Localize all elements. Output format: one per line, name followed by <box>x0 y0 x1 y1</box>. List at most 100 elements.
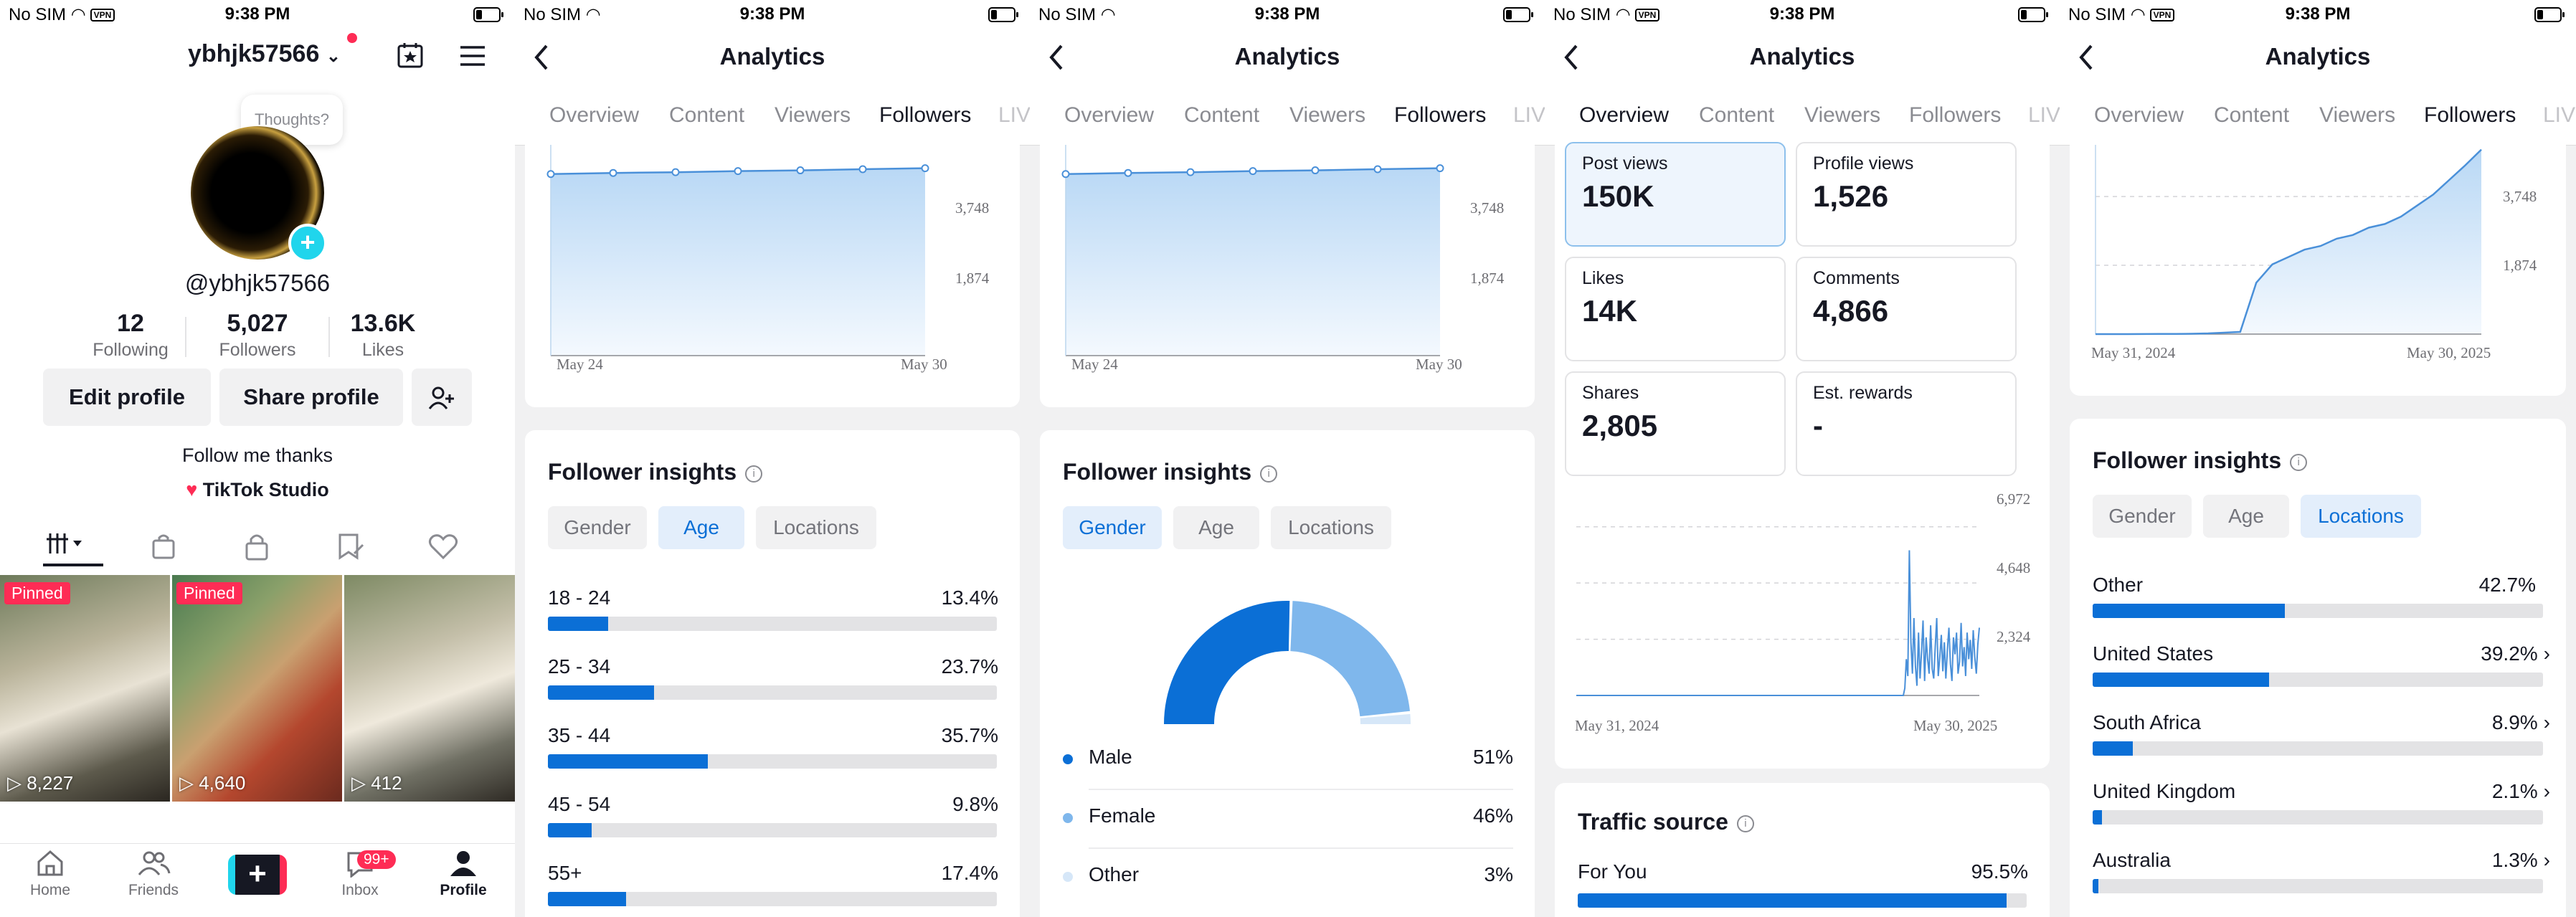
tab-viewers[interactable]: Viewers <box>2319 103 2396 127</box>
nav-friends[interactable]: Friends <box>110 851 196 899</box>
tab-overview[interactable]: Overview <box>2094 103 2184 127</box>
header-bg <box>1030 0 1545 145</box>
insight-row-value[interactable]: 39.2% › <box>2481 642 2550 665</box>
data-point[interactable] <box>1436 164 1444 173</box>
tab-content[interactable]: Content <box>1184 103 1260 127</box>
data-point[interactable] <box>796 166 805 175</box>
insight-row-bar <box>2093 604 2543 618</box>
tab-followers[interactable]: Followers <box>2424 103 2516 127</box>
data-point[interactable] <box>1249 167 1257 176</box>
edit-profile-button[interactable]: Edit profile <box>43 369 211 426</box>
donut-slice-male[interactable] <box>1164 601 1290 724</box>
add-avatar-plus-icon[interactable]: + <box>288 224 327 262</box>
back-button[interactable] <box>2074 40 2100 75</box>
insight-row-bar <box>548 823 997 837</box>
metric-card-comments[interactable]: Comments 4,866 <box>1796 257 2017 361</box>
share-profile-button[interactable]: Share profile <box>219 369 403 426</box>
video-thumbnail[interactable]: Pinned ▷ 8,227 <box>0 575 170 802</box>
insight-row-value[interactable]: 1.3% › <box>2492 849 2550 872</box>
data-point[interactable] <box>858 165 867 174</box>
metric-card-shares[interactable]: Shares 2,805 <box>1565 371 1786 476</box>
tab-overview[interactable]: Overview <box>549 103 640 127</box>
metric-value: - <box>1813 409 1823 442</box>
nav-home[interactable]: Home <box>7 850 93 899</box>
donut-slice-female[interactable] <box>1290 601 1411 717</box>
tab-overview[interactable]: Overview <box>1064 103 1155 127</box>
metric-card-post-views[interactable]: Post views 150K <box>1565 142 1786 247</box>
menu-icon[interactable] <box>459 44 486 67</box>
followers-count[interactable]: 5,027 <box>227 310 288 337</box>
tab-content[interactable]: Content <box>669 103 745 127</box>
info-icon[interactable]: i <box>1260 465 1278 483</box>
metric-card-likes[interactable]: Likes 14K <box>1565 257 1786 361</box>
back-button[interactable] <box>529 40 555 75</box>
insight-row-value[interactable]: 2.1% › <box>2492 780 2550 803</box>
video-thumbnail[interactable]: Pinned ▷ 4,640 <box>172 575 342 802</box>
chip-gender[interactable]: Gender <box>2093 495 2192 538</box>
data-point[interactable] <box>1061 170 1070 179</box>
chip-age[interactable]: Age <box>2203 495 2289 538</box>
info-icon[interactable]: i <box>1736 815 1754 832</box>
following-count[interactable]: 12 <box>117 310 144 337</box>
chip-age[interactable]: Age <box>1173 506 1259 549</box>
chip-locations[interactable]: Locations <box>2301 495 2421 538</box>
data-point[interactable] <box>671 168 680 176</box>
info-icon[interactable]: i <box>2290 454 2308 471</box>
create-post-button[interactable]: + <box>228 855 287 895</box>
followers-chart-card: 3,748 1,874 May 24 May 30 <box>1040 136 1535 407</box>
legend-divider <box>1089 847 1513 849</box>
metric-card-est-rewards[interactable]: Est. rewards - <box>1796 371 2017 476</box>
chip-locations[interactable]: Locations <box>1271 506 1391 549</box>
video-thumbnail[interactable]: ▷ 412 <box>344 575 515 802</box>
tab-live[interactable]: LIVE <box>998 103 1030 127</box>
lock-icon[interactable] <box>242 531 271 564</box>
saved-icon[interactable] <box>336 532 366 564</box>
nav-profile[interactable]: Profile <box>420 851 506 899</box>
insight-row-value: 17.4% <box>942 862 998 885</box>
tab-content[interactable]: Content <box>2214 103 2290 127</box>
shop-bag-icon[interactable] <box>149 532 178 564</box>
data-point[interactable] <box>921 164 929 173</box>
tab-overview[interactable]: Overview <box>1579 103 1670 127</box>
tab-videos[interactable] <box>43 531 103 566</box>
y-tick-label: 3,748 <box>955 199 990 217</box>
metric-card-profile-views[interactable]: Profile views 1,526 <box>1796 142 2017 247</box>
traffic-bar <box>1578 893 2027 908</box>
tab-viewers[interactable]: Viewers <box>1289 103 1366 127</box>
tab-viewers[interactable]: Viewers <box>1804 103 1881 127</box>
tab-live[interactable]: LIVE <box>1513 103 1545 127</box>
tiktok-studio-link[interactable]: ♥ TikTok Studio <box>0 479 515 501</box>
tab-followers[interactable]: Followers <box>879 103 972 127</box>
data-point[interactable] <box>609 168 617 177</box>
add-friend-button[interactable] <box>412 369 472 426</box>
chip-age[interactable]: Age <box>658 506 744 549</box>
data-point[interactable] <box>1186 168 1195 176</box>
insights-title: Follower insights i <box>548 459 763 485</box>
chip-locations[interactable]: Locations <box>756 506 876 549</box>
tab-live[interactable]: LIVE <box>2028 103 2060 127</box>
chevron-left-icon <box>2079 44 2093 70</box>
insight-row-value[interactable]: 8.9% › <box>2492 711 2550 734</box>
info-icon[interactable]: i <box>745 465 763 483</box>
chip-gender[interactable]: Gender <box>1063 506 1162 549</box>
tab-followers[interactable]: Followers <box>1909 103 2002 127</box>
data-point[interactable] <box>546 170 555 179</box>
chip-gender[interactable]: Gender <box>548 506 647 549</box>
likes-count[interactable]: 13.6K <box>350 310 416 337</box>
data-point[interactable] <box>734 167 742 176</box>
donut-slice-other[interactable] <box>1360 713 1411 724</box>
insight-row-bar <box>548 685 997 700</box>
tab-content[interactable]: Content <box>1699 103 1775 127</box>
back-button[interactable] <box>1559 40 1585 75</box>
liked-icon[interactable] <box>427 532 459 564</box>
tab-live[interactable]: LIVE <box>2543 103 2576 127</box>
calendar-star-icon[interactable] <box>397 42 424 69</box>
traffic-label: For You <box>1578 860 1647 883</box>
back-button[interactable] <box>1044 40 1070 75</box>
tab-viewers[interactable]: Viewers <box>775 103 851 127</box>
tab-followers[interactable]: Followers <box>1394 103 1487 127</box>
username-switcher[interactable]: ybhjk57566 ⌄ <box>188 40 341 68</box>
data-point[interactable] <box>1311 166 1320 175</box>
data-point[interactable] <box>1373 165 1382 174</box>
data-point[interactable] <box>1124 168 1132 177</box>
